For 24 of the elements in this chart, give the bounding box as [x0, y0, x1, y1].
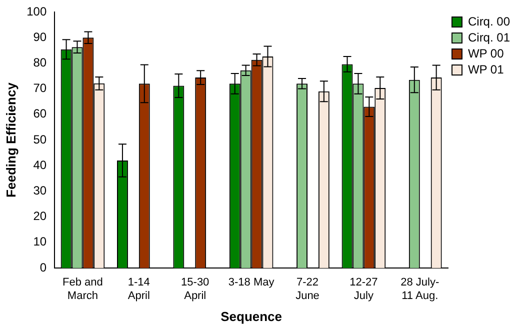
- x-tick-label: Feb and March: [62, 276, 103, 302]
- legend-label: WP 01: [468, 62, 504, 76]
- legend-label: WP 00: [468, 46, 504, 60]
- y-tick-label: 50: [33, 132, 47, 146]
- y-tick-label: 40: [33, 158, 47, 172]
- x-tick-label: 12-27 July: [350, 276, 378, 302]
- legend-label: Cirq. 01: [468, 30, 510, 44]
- x-tick-label: 7-22 June: [296, 276, 320, 302]
- y-tick-label: 0: [40, 260, 47, 274]
- x-tick-label: 3-18 May: [228, 276, 275, 289]
- legend-label: Cirq. 00: [468, 14, 510, 28]
- y-axis-title: Feeding Efficiency: [3, 82, 18, 198]
- y-tick-label: 100: [26, 4, 47, 18]
- x-tick-label: 28 July- 11 Aug.: [400, 276, 440, 302]
- y-tick-label: 20: [33, 209, 47, 224]
- y-tick-label: 90: [33, 30, 47, 44]
- y-tick-label: 10: [33, 234, 47, 249]
- x-tick-label: 15-30 April: [181, 276, 210, 302]
- x-tick-label: 1-14 April: [128, 276, 150, 302]
- x-axis-title: Sequence: [220, 308, 282, 324]
- y-tick-label: 60: [33, 106, 47, 121]
- y-tick-label: 80: [33, 56, 47, 70]
- y-tick-label: 70: [33, 81, 47, 96]
- y-tick-label: 30: [33, 184, 47, 198]
